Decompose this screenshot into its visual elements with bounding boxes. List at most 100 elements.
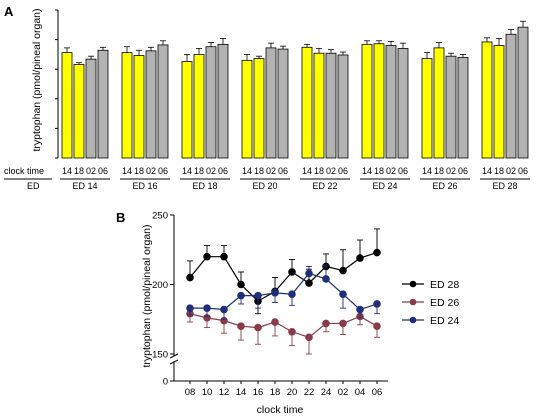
- bar-group: [481, 20, 529, 159]
- data-point: [373, 248, 381, 257]
- y-tick-label: 0: [163, 377, 168, 388]
- category-tick-label: 14: [122, 166, 132, 176]
- x-tick-label: 24: [321, 387, 332, 398]
- x-tick-label: 08: [185, 387, 196, 398]
- legend-swatch-marker: [409, 316, 417, 324]
- data-point: [203, 252, 211, 261]
- category-tick-label: 18: [194, 166, 204, 176]
- data-point: [305, 333, 313, 342]
- data-point: [288, 327, 296, 336]
- bar: [241, 59, 253, 159]
- bar: [493, 45, 505, 159]
- axis-break-mark: [169, 359, 179, 365]
- legend-label: ED 26: [430, 297, 459, 309]
- bar: [445, 55, 457, 159]
- group-label: ED 14: [72, 181, 97, 191]
- panel-b-x-axis-title: clock time: [257, 404, 304, 416]
- bar-group: [361, 40, 409, 159]
- category-tick-label: 06: [158, 166, 168, 176]
- x-tick-label: 14: [236, 387, 247, 398]
- bar: [433, 47, 445, 159]
- category-tick-label: 18: [254, 166, 264, 176]
- data-point: [220, 252, 228, 261]
- x-tick-label: 22: [304, 387, 315, 398]
- bar: [121, 52, 133, 159]
- panel-b-label: B: [116, 210, 125, 225]
- data-point: [305, 269, 313, 278]
- data-point: [339, 319, 347, 328]
- bar: [61, 52, 73, 159]
- data-point: [237, 280, 245, 289]
- x-tick-label: 16: [253, 387, 264, 398]
- x-tick-label: 10: [202, 387, 213, 398]
- data-point: [356, 254, 364, 262]
- bar: [193, 54, 205, 159]
- data-point: [322, 275, 330, 283]
- data-point: [271, 318, 279, 326]
- category-tick-label: 06: [458, 166, 468, 176]
- x-tick-label: 04: [355, 387, 366, 398]
- bar: [205, 46, 217, 159]
- data-point: [203, 304, 211, 312]
- legend-swatch-marker: [409, 280, 417, 288]
- bar: [145, 50, 157, 159]
- panel-b-series: [186, 228, 381, 355]
- panel-a-label: A: [4, 4, 14, 19]
- category-tick-label: 18: [134, 166, 144, 176]
- category-tick-label: 06: [338, 166, 348, 176]
- panel-a-y-axis-title: tryptophan (pmol/pineal organ): [31, 8, 43, 151]
- bar: [97, 49, 109, 159]
- group-label: ED 18: [192, 181, 217, 191]
- category-tick-label: 06: [398, 166, 408, 176]
- panel-a: A tryptophan (pmol/pineal organ) clock t…: [4, 4, 530, 191]
- data-point: [288, 268, 296, 276]
- series-line: [189, 313, 378, 338]
- category-tick-label: 14: [482, 166, 492, 176]
- group-label: ED 28: [492, 181, 517, 191]
- bar: [217, 43, 229, 159]
- category-tick-label: 18: [374, 166, 384, 176]
- sub-header-label: ED: [27, 181, 40, 191]
- bar-group: [61, 46, 109, 159]
- data-point: [339, 290, 347, 299]
- data-point: [288, 290, 296, 299]
- legend-label: ED 24: [430, 315, 459, 327]
- bar: [301, 46, 313, 159]
- legend-swatch-marker: [409, 298, 417, 306]
- group-label: ED 22: [312, 181, 337, 191]
- category-tick-label: 14: [422, 166, 432, 176]
- panel-b: B tryptophan (pmol/pineal organ) 1502002…: [116, 210, 459, 416]
- data-point: [186, 273, 194, 282]
- data-point: [254, 323, 262, 332]
- bar-group: [241, 42, 289, 159]
- category-tick-label: 02: [506, 166, 516, 176]
- panel-a-y-axis: [55, 9, 59, 159]
- panel-b-x-axis: 08 10 12 14 16 18 20 22 24 02 04 06: [174, 380, 388, 398]
- bar: [421, 58, 433, 159]
- category-tick-label: 18: [74, 166, 84, 176]
- data-point: [254, 291, 262, 300]
- panel-b-y-axis: 150 200 250 0: [152, 211, 179, 388]
- bar: [313, 52, 325, 159]
- series: [186, 309, 381, 355]
- data-point: [220, 305, 228, 314]
- data-point: [186, 304, 194, 312]
- panel-b-legend: ED 28 ED 26 ED 24: [402, 279, 459, 327]
- x-tick-label: 20: [287, 387, 298, 398]
- data-point: [339, 266, 347, 275]
- bar: [481, 41, 493, 159]
- bar: [385, 45, 397, 159]
- bar: [157, 44, 169, 159]
- data-point: [356, 305, 364, 314]
- panel-b-y-axis-title: tryptophan (pmol/pineal organ): [141, 224, 153, 367]
- bar: [181, 61, 193, 159]
- bar: [517, 26, 529, 159]
- bar-group: [121, 40, 169, 159]
- series: [186, 264, 381, 320]
- bar-group: [301, 43, 349, 159]
- bar: [73, 64, 85, 159]
- category-tick-label: 14: [242, 166, 252, 176]
- bar-group: [181, 38, 229, 159]
- category-tick-label: 18: [494, 166, 504, 176]
